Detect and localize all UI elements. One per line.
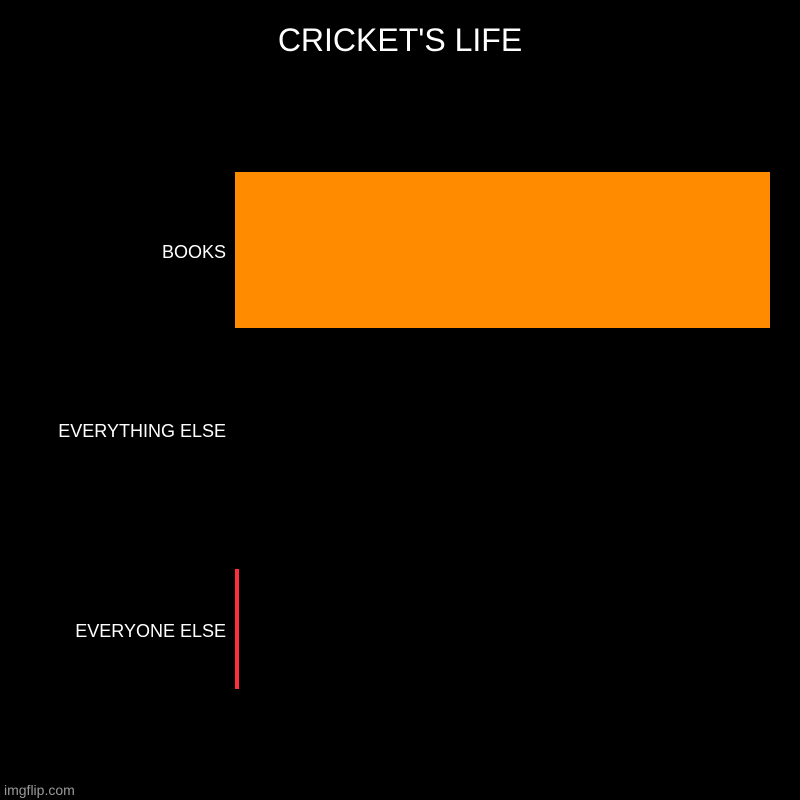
bar — [235, 569, 239, 689]
bar — [235, 172, 770, 328]
category-label: EVERYTHING ELSE — [56, 421, 226, 442]
chart-title: CRICKET'S LIFE — [0, 22, 800, 59]
watermark: imgflip.com — [4, 782, 75, 798]
category-label: EVERYONE ELSE — [56, 621, 226, 642]
category-label: BOOKS — [56, 242, 226, 263]
chart-canvas: CRICKET'S LIFE BOOKS EVERYTHING ELSE EVERY… — [0, 0, 800, 800]
